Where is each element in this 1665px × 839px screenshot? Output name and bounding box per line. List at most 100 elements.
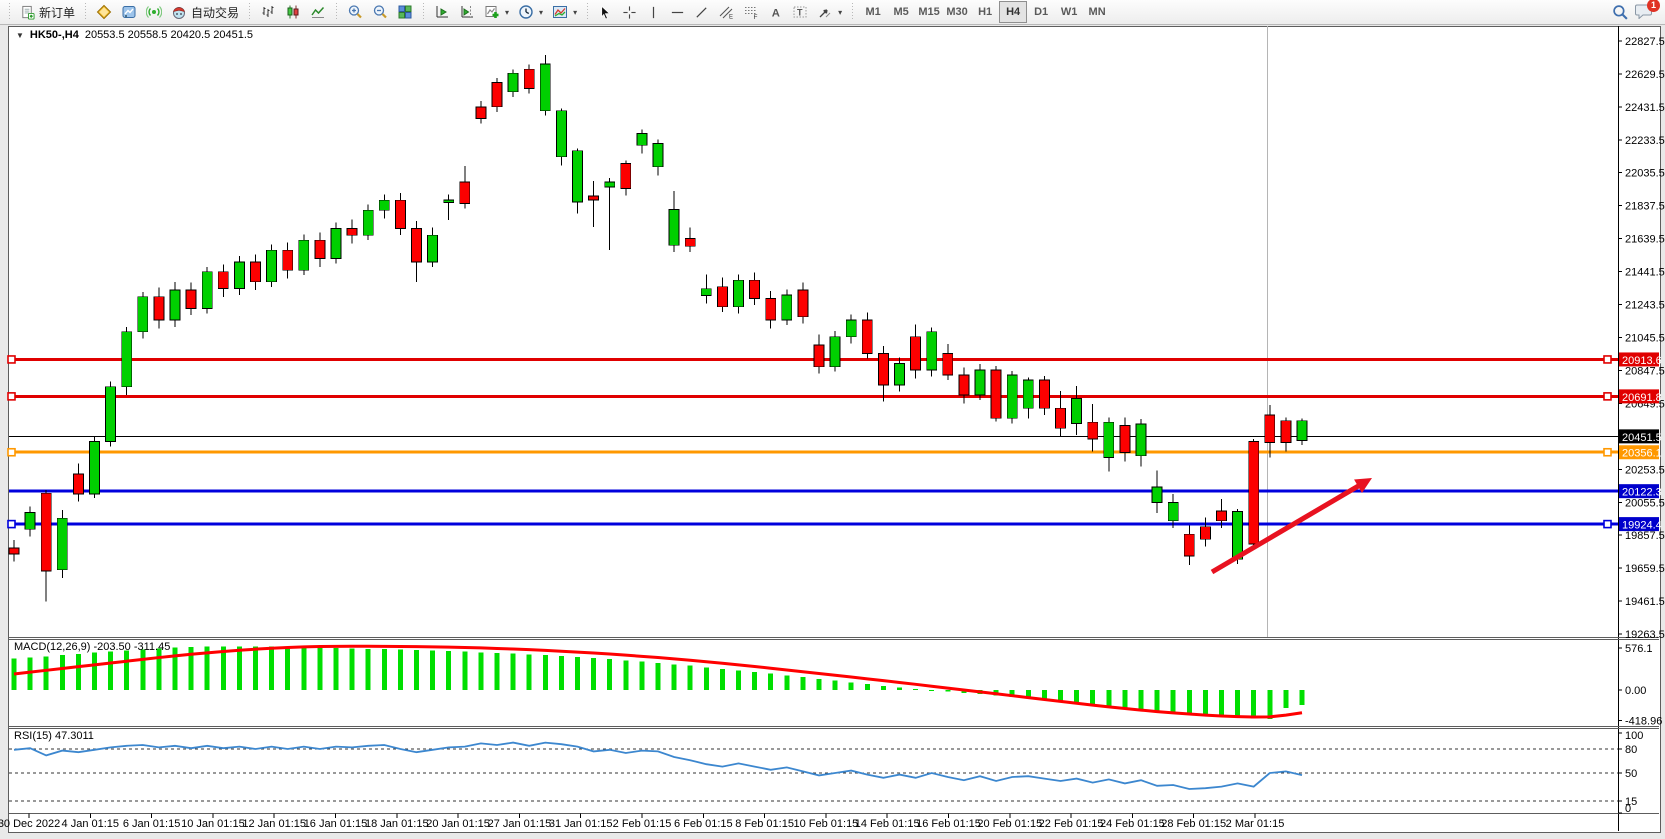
macd-hist-bar — [317, 647, 323, 690]
toolbar-grip[interactable] — [247, 3, 253, 21]
signal-button[interactable] — [142, 2, 166, 23]
toolbar-grip[interactable] — [83, 3, 89, 21]
search-icon[interactable] — [1612, 4, 1629, 21]
candle-body — [926, 331, 938, 371]
candle-body — [1039, 379, 1050, 409]
candle-body — [1071, 398, 1082, 424]
chart-candles-button[interactable] — [281, 2, 305, 23]
tile-windows-button[interactable] — [393, 2, 417, 23]
macd-values: -203.50 -311.45 — [93, 641, 171, 653]
candle-body — [636, 133, 648, 146]
svg-text:22 Feb 01:15: 22 Feb 01:15 — [1039, 818, 1104, 830]
candle-body — [491, 82, 503, 108]
zoom-in-button[interactable] — [343, 2, 367, 23]
clock-icon — [519, 5, 533, 19]
candle-body — [717, 286, 728, 308]
macd-pane[interactable] — [11, 644, 1305, 720]
trend-arrow[interactable] — [1210, 478, 1372, 575]
toolbar-right-group: 1 — [1612, 0, 1661, 21]
chart-window[interactable] — [8, 26, 1661, 833]
timeframe-H4[interactable]: H4 — [999, 1, 1028, 23]
new-order-button[interactable]: 新订单 — [16, 2, 79, 23]
macd-hist-bar — [43, 656, 49, 690]
svg-text:16 Feb 01:15: 16 Feb 01:15 — [916, 818, 981, 830]
candle-body — [121, 331, 133, 388]
periodicity-button[interactable]: ▾ — [514, 2, 547, 23]
candle-body — [845, 319, 857, 338]
candle-body — [829, 336, 841, 368]
vertical-line-tool-button[interactable] — [642, 2, 665, 23]
chart-header[interactable]: ▼ HK50-,H4 20553.5 20558.5 20420.5 20451… — [16, 29, 253, 41]
autotrading-button[interactable]: 自动交易 — [167, 2, 243, 23]
macd-hist-bar — [172, 647, 178, 690]
timeframe-W1[interactable]: W1 — [1060, 6, 1078, 18]
text-tool-button[interactable]: A — [764, 2, 787, 23]
arrows-tool-button[interactable]: ▾ — [813, 2, 846, 23]
candle-body — [459, 181, 471, 204]
timeframe-M15[interactable]: M15 — [918, 6, 940, 18]
macd-hist-bar — [1235, 690, 1241, 718]
svg-text:10 Jan 01:15: 10 Jan 01:15 — [181, 818, 245, 830]
chart-frame — [8, 26, 1659, 831]
toolbar-grip[interactable] — [850, 3, 856, 21]
candle-body — [1296, 420, 1308, 442]
trendline-tool-button[interactable] — [690, 2, 713, 23]
candles-layer[interactable] — [8, 54, 1308, 602]
macd-hist-bar — [188, 646, 194, 690]
candle-body — [89, 441, 100, 495]
text-label-tool-button[interactable]: T — [788, 2, 812, 23]
crosshair-tool-button[interactable] — [618, 2, 641, 23]
toolbar-grip[interactable] — [421, 3, 427, 21]
cursor-tool-button[interactable] — [594, 2, 617, 23]
candle-body — [475, 106, 487, 119]
candle-body — [427, 234, 439, 263]
macd-hist-bar — [236, 646, 242, 690]
macd-hist-bar — [1299, 690, 1305, 705]
svg-text:21045.5: 21045.5 — [1625, 333, 1665, 345]
timeframe-M5[interactable]: M5 — [893, 6, 909, 18]
toolbar-grip[interactable] — [334, 3, 340, 21]
chart-shift-button[interactable] — [455, 2, 479, 23]
toolbar-grip[interactable] — [7, 3, 12, 21]
chart-bars-button[interactable] — [256, 2, 280, 23]
macd-hist-bar — [623, 660, 629, 690]
template-button[interactable]: ▾ — [548, 2, 581, 23]
notifications-button[interactable]: 1 — [1635, 0, 1660, 21]
candle-body — [749, 279, 760, 299]
svg-text:12 Jan 01:15: 12 Jan 01:15 — [242, 818, 306, 830]
level-lines[interactable]: 20913.6 20691.8 20451.5 20356.1 20122.3 19924… — [7, 352, 1662, 532]
timeframe-M1[interactable]: M1 — [865, 6, 881, 18]
toolbar-grip[interactable] — [585, 3, 591, 21]
price-axis[interactable]: 22827.5 22629.5 22431.5 22233.5 22035.5 21837… — [1618, 36, 1665, 641]
macd-hist-bar — [285, 646, 291, 690]
line-handle — [7, 447, 16, 457]
timeframe-MN[interactable]: MN — [1088, 6, 1106, 18]
equidistant-channel-tool-button[interactable]: E — [714, 2, 738, 23]
zoom-out-button[interactable] — [368, 2, 392, 23]
svg-text:2 Feb 01:15: 2 Feb 01:15 — [613, 818, 672, 830]
fibonacci-tool-button[interactable]: F — [739, 2, 763, 23]
auto-scroll-button[interactable] — [430, 2, 454, 23]
timeframe-H1[interactable]: H1 — [978, 6, 993, 18]
timeframe-group: M1 M5 M15 M30 H1 H4 D1 W1 MN — [859, 1, 1111, 23]
text-icon: A — [772, 7, 780, 19]
svg-text:6 Jan 01:15: 6 Jan 01:15 — [123, 818, 181, 830]
macd-hist-bar — [27, 657, 33, 690]
candle-body — [1280, 420, 1292, 443]
market-watch-button[interactable] — [92, 2, 116, 23]
rsi-pane[interactable] — [9, 741, 1618, 802]
macd-hist-bar — [333, 647, 339, 690]
timeframe-D1[interactable]: D1 — [1034, 6, 1049, 18]
candle-body — [1216, 510, 1227, 522]
timeframe-M30[interactable]: M30 — [946, 6, 968, 18]
chart-line-button[interactable] — [306, 2, 330, 23]
data-window-button[interactable] — [117, 2, 141, 23]
time-axis[interactable]: 30 Dec 2022 4 Jan 01:15 6 Jan 01:15 10 Jan … — [0, 813, 1284, 831]
autotrading-icon — [173, 7, 186, 19]
add-indicator-button[interactable]: ▾ — [480, 2, 513, 23]
macd-hist-bar — [414, 650, 419, 690]
fibonacci-icon: F — [745, 7, 758, 20]
horizontal-line-tool-button[interactable] — [666, 2, 689, 23]
line-chart-icon — [311, 6, 325, 18]
